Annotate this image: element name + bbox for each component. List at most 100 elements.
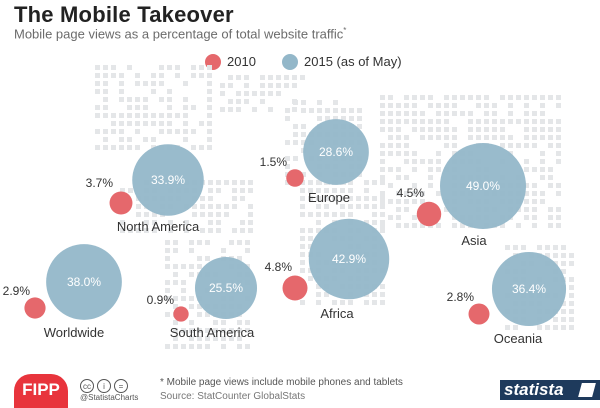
map-dot bbox=[444, 127, 449, 132]
map-dot bbox=[324, 212, 329, 217]
map-dot bbox=[292, 75, 297, 80]
map-dot bbox=[436, 191, 441, 196]
map-dot bbox=[569, 317, 574, 322]
map-dot bbox=[292, 83, 297, 88]
map-dot bbox=[143, 113, 148, 118]
map-dot bbox=[420, 95, 425, 100]
map-dot bbox=[244, 99, 249, 104]
map-dot bbox=[553, 325, 558, 330]
map-dot bbox=[173, 240, 178, 245]
bubble-2015-north-america bbox=[132, 144, 204, 216]
map-dot bbox=[380, 119, 385, 124]
map-dot bbox=[237, 344, 242, 349]
map-dot bbox=[428, 103, 433, 108]
map-dot bbox=[236, 75, 241, 80]
map-dot bbox=[244, 91, 249, 96]
map-dot bbox=[348, 204, 353, 209]
map-dot bbox=[388, 199, 393, 204]
map-dot bbox=[260, 91, 265, 96]
map-dot bbox=[189, 248, 194, 253]
map-dot bbox=[372, 180, 377, 185]
map-dot bbox=[159, 81, 164, 86]
map-dot bbox=[508, 143, 513, 148]
map-dot bbox=[332, 212, 337, 217]
bubble-2015-asia bbox=[440, 143, 526, 229]
map-dot bbox=[420, 159, 425, 164]
map-dot bbox=[396, 103, 401, 108]
map-dot bbox=[317, 108, 322, 113]
map-dot bbox=[284, 83, 289, 88]
map-dot bbox=[316, 220, 321, 225]
map-dot bbox=[111, 129, 116, 134]
map-dot bbox=[103, 73, 108, 78]
map-dot bbox=[237, 240, 242, 245]
map-dot bbox=[293, 156, 298, 161]
map-dot bbox=[484, 95, 489, 100]
map-dot bbox=[300, 268, 305, 273]
map-dot bbox=[388, 215, 393, 220]
map-dot bbox=[135, 129, 140, 134]
map-dot bbox=[380, 111, 385, 116]
map-dot bbox=[197, 256, 202, 261]
map-dot bbox=[208, 228, 213, 233]
map-dot bbox=[380, 103, 385, 108]
map-dot bbox=[316, 228, 321, 233]
map-dot bbox=[228, 83, 233, 88]
map-dot bbox=[372, 212, 377, 217]
map-dot bbox=[173, 304, 178, 309]
statista-logo[interactable]: statista bbox=[500, 380, 600, 400]
map-dot bbox=[240, 196, 245, 201]
map-dot bbox=[173, 296, 178, 301]
map-dot bbox=[349, 108, 354, 113]
map-dot bbox=[436, 119, 441, 124]
map-dot bbox=[175, 65, 180, 70]
map-dot bbox=[213, 320, 218, 325]
map-dot bbox=[452, 127, 457, 132]
map-dot bbox=[388, 183, 393, 188]
map-dot bbox=[476, 127, 481, 132]
map-dot bbox=[561, 245, 566, 250]
map-dot bbox=[207, 65, 212, 70]
map-dot bbox=[181, 264, 186, 269]
chart-subtitle: Mobile page views as a percentage of tot… bbox=[14, 26, 346, 41]
map-dot bbox=[324, 196, 329, 201]
map-dot bbox=[532, 135, 537, 140]
map-dot bbox=[245, 320, 250, 325]
map-dot bbox=[548, 119, 553, 124]
map-dot bbox=[404, 223, 409, 228]
map-dot bbox=[476, 95, 481, 100]
map-dot bbox=[556, 223, 561, 228]
map-dot bbox=[165, 248, 170, 253]
map-dot bbox=[308, 276, 313, 281]
map-dot bbox=[309, 108, 314, 113]
map-dot bbox=[205, 344, 210, 349]
map-dot bbox=[540, 103, 545, 108]
map-dot bbox=[173, 264, 178, 269]
map-dot bbox=[173, 248, 178, 253]
map-dot bbox=[396, 191, 401, 196]
map-dot bbox=[532, 199, 537, 204]
map-dot bbox=[388, 135, 393, 140]
map-dot bbox=[293, 140, 298, 145]
map-dot bbox=[452, 111, 457, 116]
map-dot bbox=[532, 183, 537, 188]
map-dot bbox=[404, 143, 409, 148]
map-dot bbox=[412, 215, 417, 220]
map-dot bbox=[412, 223, 417, 228]
map-dot bbox=[325, 116, 330, 121]
map-dot bbox=[119, 97, 124, 102]
map-dot bbox=[521, 245, 526, 250]
map-dot bbox=[516, 223, 521, 228]
map-dot bbox=[556, 95, 561, 100]
map-dot bbox=[207, 113, 212, 118]
map-dot bbox=[545, 325, 550, 330]
map-dot bbox=[316, 180, 321, 185]
map-dot bbox=[460, 95, 465, 100]
map-dot bbox=[208, 196, 213, 201]
map-dot bbox=[396, 175, 401, 180]
map-dot bbox=[189, 304, 194, 309]
map-dot bbox=[183, 97, 188, 102]
map-dot bbox=[208, 204, 213, 209]
map-dot bbox=[127, 65, 132, 70]
map-dot bbox=[316, 188, 321, 193]
